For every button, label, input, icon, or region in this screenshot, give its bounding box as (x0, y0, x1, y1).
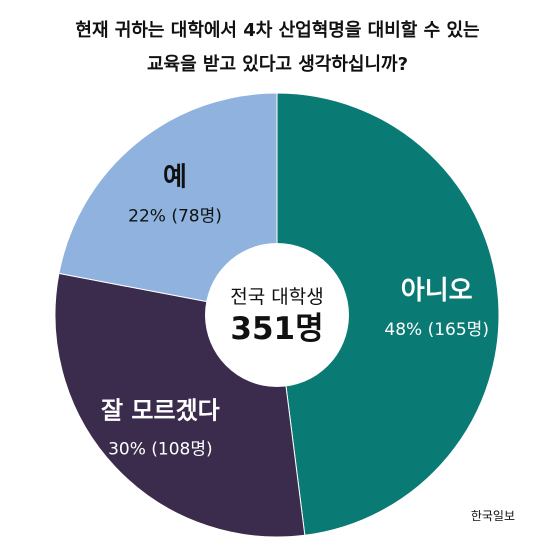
donut-slices (54, 92, 500, 538)
chart-title: 현재 귀하는 대학에서 4차 산업혁명을 대비할 수 있는 교육을 받고 있다고… (0, 14, 555, 82)
chart-title-line-1: 현재 귀하는 대학에서 4차 산업혁명을 대비할 수 있는 (75, 20, 480, 41)
slice-value-1: 48% (165명) (384, 320, 489, 340)
slice-label-2: 잘 모르겠다 (101, 397, 220, 425)
slice-label-1: 아니오 (401, 276, 473, 306)
slice-labels: 아니오 48% (165명) 잘 모르겠다 30% (108명) 예 22% (78명) (101, 163, 489, 460)
chart-title-line-2: 교육을 받고 있다고 생각하십니까? (146, 54, 409, 75)
slice-label-3: 예 (163, 163, 187, 193)
center-label: 전국 대학생 (230, 286, 323, 308)
slice-value-3: 22% (78명) (128, 207, 222, 227)
source-credit: 한국일보 (470, 509, 515, 523)
donut-center-hole (205, 243, 349, 387)
center-value: 351명 (230, 311, 323, 347)
slice-1 (276, 92, 500, 536)
slice-3 (58, 92, 278, 316)
slice-value-2: 30% (108명) (108, 440, 213, 460)
